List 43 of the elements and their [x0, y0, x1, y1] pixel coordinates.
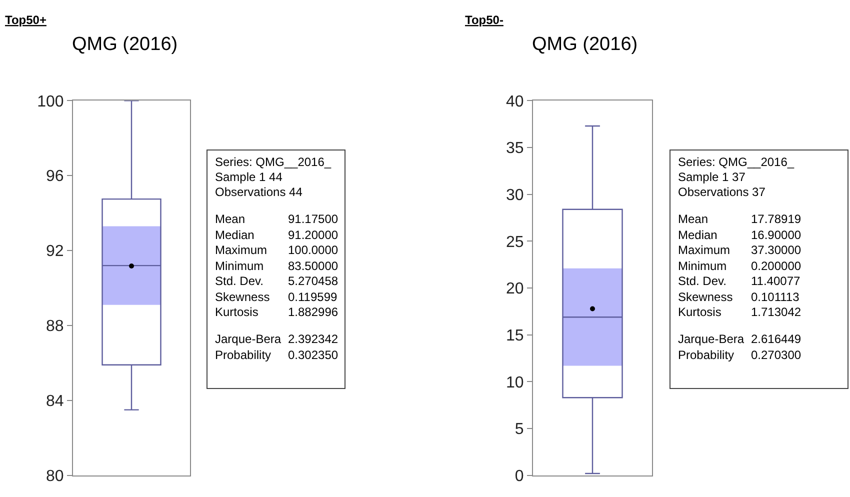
- y-tick-label: 92: [46, 243, 64, 260]
- text: Mean 91.17500: [215, 212, 338, 226]
- chart-subtitle: QMG (2016): [532, 34, 638, 55]
- y-tick-label: 80: [46, 468, 64, 486]
- text: Maximum 37.30000: [678, 243, 802, 257]
- y-tick-label: 5: [514, 421, 524, 438]
- chart-title: Top50-: [465, 13, 504, 27]
- text: Probability 0.302350: [215, 348, 338, 362]
- text: Sample 1 44: [215, 170, 283, 184]
- y-tick-label: 10: [506, 374, 524, 392]
- text: Minimum 0.200000: [678, 259, 802, 273]
- y-tick-label: 100: [37, 93, 64, 110]
- text: Skewness 0.101113: [678, 290, 800, 304]
- y-tick-label: 40: [506, 93, 524, 110]
- y-tick-label: 88: [46, 318, 64, 336]
- text: Std. Dev. 5.270458: [215, 274, 338, 288]
- y-tick-label: 35: [506, 140, 524, 158]
- y-tick-label: 84: [46, 393, 64, 410]
- y-tick-label: 30: [506, 186, 524, 204]
- text: Kurtosis 1.882996: [215, 305, 338, 319]
- chart-subtitle: QMG (2016): [72, 34, 178, 55]
- y-tick-label: 0: [514, 468, 524, 486]
- text: Jarque-Bera 2.616449: [678, 332, 802, 346]
- text: Median 91.20000: [215, 228, 338, 242]
- chart-title: Top50+: [5, 13, 46, 27]
- text: Skewness 0.119599: [215, 290, 338, 304]
- text: Observations 44: [215, 185, 303, 199]
- y-tick-label: 15: [506, 327, 524, 344]
- y-tick-label: 25: [506, 234, 524, 251]
- text: Mean 17.78919: [678, 212, 802, 226]
- text: Sample 1 37: [678, 170, 746, 184]
- text: Series: QMG__2016_: [678, 155, 794, 169]
- text: Probability 0.270300: [678, 348, 802, 362]
- text: Kurtosis 1.713042: [678, 305, 802, 319]
- text: Maximum 100.0000: [215, 243, 338, 257]
- y-tick-label: 20: [506, 280, 524, 298]
- y-tick-label: 96: [46, 168, 64, 186]
- text: Median 16.90000: [678, 228, 802, 242]
- text: Observations 37: [678, 185, 766, 199]
- text: Series: QMG__2016_: [215, 155, 332, 169]
- text: Jarque-Bera 2.392342: [215, 332, 338, 346]
- text: Minimum 83.50000: [215, 259, 338, 273]
- text: Std. Dev. 11.40077: [678, 274, 800, 288]
